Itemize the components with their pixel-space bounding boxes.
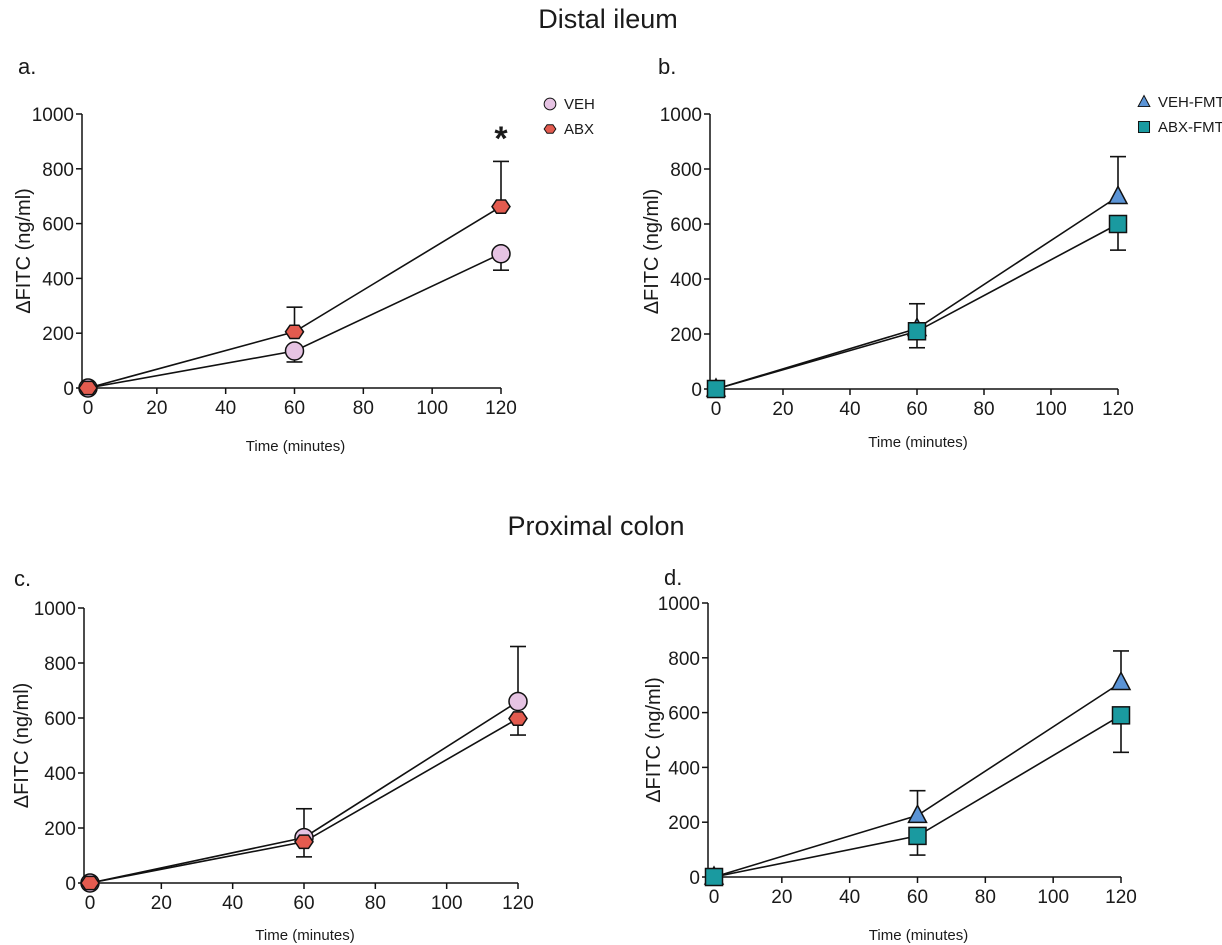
data-point-abx [508, 711, 528, 726]
x-tick-label: 0 [711, 399, 722, 420]
x-tick-label: 60 [293, 893, 314, 914]
x-tick-label: 120 [502, 893, 534, 914]
chart-panel-a: a. 0 20 40 60 80 100 120 0 200 400 600 800 1000 Time (… [13, 54, 595, 455]
chart-panel-c: c. 0 20 40 60 80 100 120 0 200 400 600 800 1000 Time (… [11, 566, 534, 944]
y-tick-label: 600 [44, 709, 76, 730]
legend-marker-veh-fmt [1137, 94, 1151, 108]
panel-label: c. [14, 566, 31, 591]
x-tick-label: 100 [431, 893, 463, 914]
x-tick-label: 40 [215, 398, 236, 419]
y-tick-label: 600 [42, 215, 74, 236]
x-tick-label: 0 [85, 893, 96, 914]
x-tick-label: 120 [485, 398, 517, 419]
y-tick-label: 1000 [32, 105, 74, 126]
y-tick-label: 800 [668, 649, 700, 670]
x-tick-label: 20 [771, 887, 792, 908]
y-tick-label: 200 [670, 325, 702, 346]
chart-panel-d: d. 0 20 40 60 80 100 120 0 200 400 600 800 1000 Time (… [643, 565, 1137, 944]
data-point-abx-fmt [706, 379, 726, 399]
x-tick-label: 60 [907, 887, 928, 908]
y-tick-label: 800 [44, 654, 76, 675]
y-tick-label: 400 [44, 764, 76, 785]
series-line-veh-fmt [715, 195, 1119, 390]
x-tick-label: 120 [1102, 399, 1134, 420]
data-point-abx-fmt [1111, 706, 1131, 725]
y-tick-label: 800 [42, 160, 74, 181]
x-tick-label: 80 [353, 398, 374, 419]
data-point-abx-fmt [908, 826, 927, 846]
y-axis-label: ΔFITC (ng/ml) [641, 189, 663, 315]
y-tick-label: 0 [691, 380, 702, 401]
x-tick-label: 0 [83, 398, 94, 419]
x-tick-label: 20 [146, 398, 167, 419]
y-tick-label: 400 [670, 270, 702, 291]
y-tick-label: 400 [42, 269, 74, 290]
x-tick-label: 0 [709, 887, 720, 908]
data-point-abx [284, 324, 305, 340]
x-tick-label: 40 [839, 887, 860, 908]
x-axis-label: Time (minutes) [246, 438, 345, 455]
y-tick-label: 1000 [658, 594, 700, 615]
y-tick-label: 400 [668, 758, 700, 779]
legend-marker-abx [543, 124, 557, 134]
legend-label-veh: VEH [564, 96, 595, 113]
x-tick-label: 80 [975, 887, 996, 908]
panel-label: b. [658, 54, 676, 79]
x-tick-label: 100 [1035, 399, 1067, 420]
x-tick-label: 120 [1105, 887, 1137, 908]
legend-label-abx: ABX [564, 121, 594, 138]
legend-marker-abx-fmt [1137, 120, 1151, 134]
y-axis-label: ΔFITC (ng/ml) [13, 188, 35, 314]
data-point-veh [508, 691, 528, 712]
chart-panel-b: b. 0 20 40 60 80 100 120 0 200 400 600 800 1000 Time (… [641, 54, 1222, 451]
y-tick-label: 0 [689, 868, 700, 889]
y-tick-label: 200 [42, 324, 74, 345]
y-axis-label: ΔFITC (ng/ml) [11, 683, 33, 809]
data-point-abx [294, 834, 314, 850]
x-axis-label: Time (minutes) [255, 927, 354, 944]
x-tick-label: 100 [1037, 887, 1069, 908]
x-tick-label: 20 [151, 893, 172, 914]
panel-label: a. [18, 54, 36, 79]
section-title-distal-ileum: Distal ileum [538, 4, 678, 34]
data-point-abx [491, 199, 511, 214]
significance-marker: * [494, 120, 508, 158]
x-tick-label: 80 [365, 893, 386, 914]
y-tick-label: 1000 [660, 105, 702, 126]
data-point-abx-fmt [1108, 214, 1128, 234]
y-tick-label: 600 [670, 215, 702, 236]
data-point-abx [78, 380, 98, 396]
data-point-veh-fmt [1110, 670, 1132, 691]
x-tick-label: 40 [222, 893, 243, 914]
legend-label-abx-fmt: ABX-FMT [1158, 119, 1222, 136]
y-tick-label: 200 [44, 819, 76, 840]
y-tick-label: 0 [65, 874, 76, 895]
x-tick-label: 60 [906, 399, 927, 420]
data-point-abx-fmt [704, 867, 724, 887]
data-point-veh-fmt [907, 803, 928, 824]
y-tick-label: 0 [63, 379, 74, 400]
data-point-veh-fmt [1107, 184, 1129, 205]
x-tick-label: 80 [973, 399, 994, 420]
legend-marker-veh [543, 97, 557, 111]
x-tick-label: 100 [416, 398, 448, 419]
legend-label-veh-fmt: VEH-FMT [1158, 94, 1222, 111]
x-axis-label: Time (minutes) [868, 434, 967, 451]
y-tick-label: 600 [668, 704, 700, 725]
data-point-abx-fmt [907, 322, 927, 341]
y-axis-label: ΔFITC (ng/ml) [643, 677, 665, 803]
x-tick-label: 20 [772, 399, 793, 420]
y-tick-label: 1000 [34, 599, 76, 620]
panel-label: d. [664, 565, 682, 590]
data-point-abx [80, 875, 100, 891]
data-point-veh [491, 243, 511, 264]
x-tick-label: 60 [284, 398, 305, 419]
data-point-veh [284, 341, 305, 361]
y-tick-label: 800 [670, 160, 702, 181]
section-title-proximal-colon: Proximal colon [507, 511, 684, 541]
x-tick-label: 40 [839, 399, 860, 420]
y-tick-label: 200 [668, 813, 700, 834]
x-axis-label: Time (minutes) [869, 927, 968, 944]
